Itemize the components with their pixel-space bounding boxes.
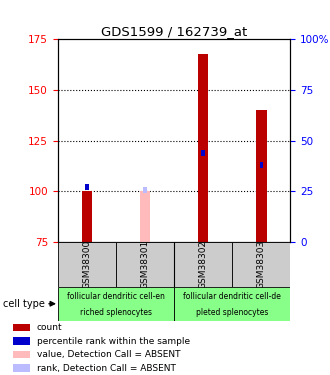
Bar xyxy=(13,351,30,358)
Bar xyxy=(198,54,208,242)
Text: follicular dendritic cell-en: follicular dendritic cell-en xyxy=(67,292,165,301)
Text: percentile rank within the sample: percentile rank within the sample xyxy=(37,336,190,345)
Bar xyxy=(201,150,205,156)
Bar xyxy=(174,287,290,321)
Bar xyxy=(13,337,30,345)
Text: GSM38300: GSM38300 xyxy=(82,240,91,289)
Bar xyxy=(256,110,267,242)
Bar xyxy=(260,162,263,168)
Bar xyxy=(85,184,88,190)
Text: rank, Detection Call = ABSENT: rank, Detection Call = ABSENT xyxy=(37,364,176,373)
Bar xyxy=(174,242,232,287)
Text: follicular dendritic cell-de: follicular dendritic cell-de xyxy=(183,292,281,301)
Bar xyxy=(143,187,147,193)
Text: value, Detection Call = ABSENT: value, Detection Call = ABSENT xyxy=(37,350,180,359)
Text: pleted splenocytes: pleted splenocytes xyxy=(196,308,268,316)
Bar xyxy=(13,324,30,331)
Bar xyxy=(58,242,116,287)
Bar xyxy=(232,242,290,287)
Text: cell type: cell type xyxy=(3,299,45,309)
Text: riched splenocytes: riched splenocytes xyxy=(80,308,152,316)
Bar xyxy=(116,242,174,287)
Text: count: count xyxy=(37,323,62,332)
Bar xyxy=(82,191,92,242)
Text: GSM38302: GSM38302 xyxy=(199,240,208,289)
Title: GDS1599 / 162739_at: GDS1599 / 162739_at xyxy=(101,25,247,38)
Text: GSM38303: GSM38303 xyxy=(257,240,266,289)
Bar xyxy=(13,364,30,372)
Bar xyxy=(58,287,174,321)
Bar xyxy=(140,191,150,242)
Text: GSM38301: GSM38301 xyxy=(141,240,149,289)
